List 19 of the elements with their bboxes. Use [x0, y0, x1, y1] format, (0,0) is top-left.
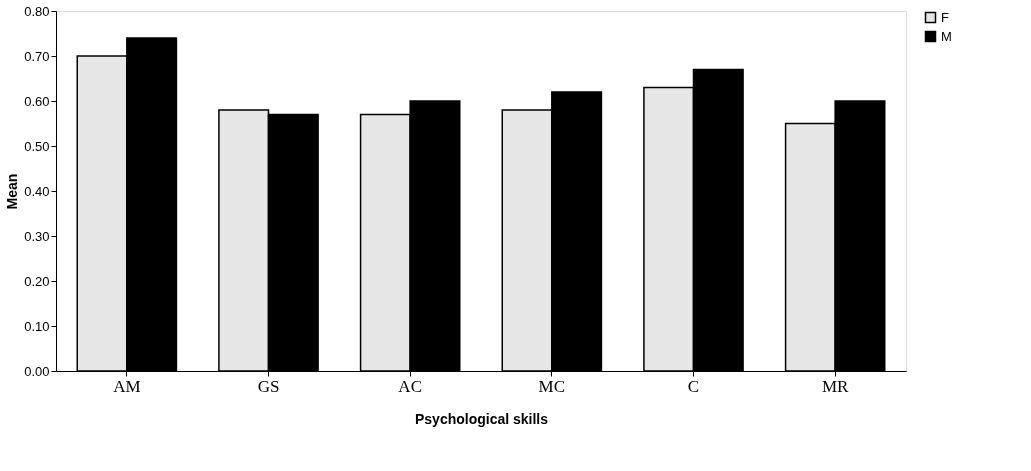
x-axis-title: Psychological skills [414, 410, 549, 427]
x-tick-label: MC [538, 376, 566, 396]
y-tick-label: 0.70 [24, 48, 50, 64]
x-tick-label: AC [398, 376, 422, 396]
y-tick-label: 0.50 [24, 138, 50, 154]
legend-label: F [941, 9, 949, 25]
y-tick-label: 0.00 [24, 363, 50, 379]
y-tick-label: 0.60 [24, 93, 50, 109]
x-tick-label: C [687, 376, 700, 396]
x-tick-label: GS [257, 376, 280, 396]
y-tick-label: 0.20 [24, 273, 50, 289]
y-tick-label: 0.80 [24, 3, 50, 19]
x-tick-label: MR [821, 376, 850, 396]
y-tick-label: 0.30 [24, 228, 50, 244]
y-axis-title: Mean [4, 173, 21, 210]
x-tick-label: AM [113, 376, 141, 396]
y-tick-label: 0.40 [24, 183, 50, 199]
y-tick-label: 0.10 [24, 318, 50, 334]
legend-label: M [941, 28, 952, 44]
